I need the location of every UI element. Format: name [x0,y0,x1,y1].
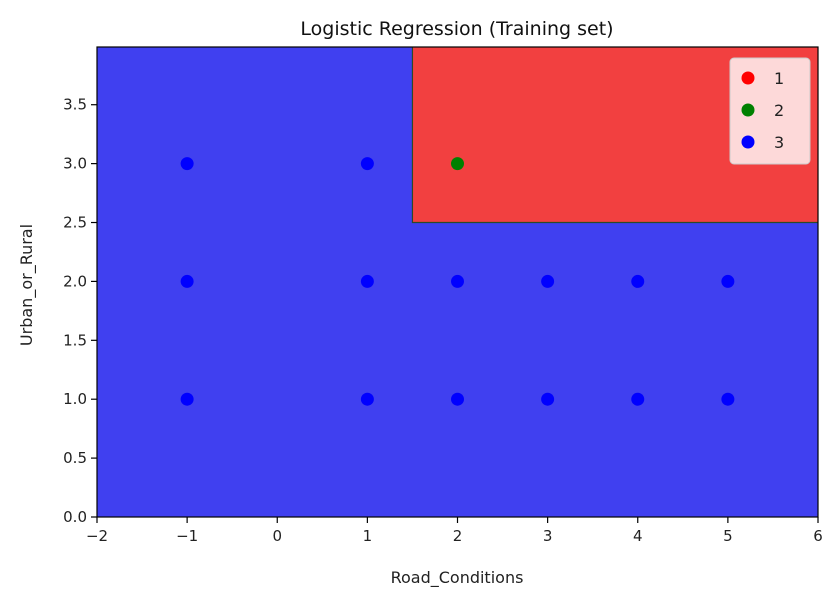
legend: 1 2 3 [729,57,811,165]
point-class-3 [631,274,645,288]
point-class-2 [451,157,464,171]
point-class-3 [360,274,374,288]
y-tick-label: 2.5 [63,214,87,232]
y-tick-label: 2.0 [63,272,87,290]
point-class-3 [180,392,194,406]
point-class-3 [541,392,555,406]
y-tick-label: 0.0 [63,508,87,526]
x-axis-label: Road_Conditions [391,568,524,588]
x-tick-label: 3 [543,527,553,545]
point-class-3 [180,274,194,288]
point-class-3 [360,392,374,406]
chart-title: Logistic Regression (Training set) [300,18,613,40]
x-tick-label: −1 [176,527,198,545]
point-class-3 [451,392,464,406]
y-axis-label: Urban_or_Rural [17,224,37,346]
legend-label-3: 3 [774,133,784,152]
y-tick-label: 3.0 [63,155,87,173]
y-tick-label: 0.5 [63,449,87,467]
legend-marker-3 [741,135,755,149]
x-tick-label: 4 [633,527,643,545]
legend-label-1: 1 [774,69,784,88]
point-class-3 [721,392,735,406]
legend-label-2: 2 [774,101,784,120]
legend-marker-1 [741,71,755,85]
point-class-3 [721,274,735,288]
decision-boundary [411,47,818,224]
point-class-3 [360,157,374,171]
x-tick-label: 0 [272,527,282,545]
x-tick-label: 5 [723,527,733,545]
plot-area: −2 −1 0 1 2 3 4 5 6 0.0 0.5 1.0 1.5 2.0 2.5 3.0 3.5 [63,46,823,545]
point-class-3 [541,274,555,288]
x-tick-label: 2 [453,527,463,545]
point-class-3 [631,392,645,406]
y-tick-label: 3.5 [63,96,87,114]
y-tick-label: 1.0 [63,390,87,408]
point-class-3 [180,157,194,171]
y-tick-label: 1.5 [63,331,87,349]
x-tick-label: 1 [363,527,373,545]
x-tick-label: −2 [86,527,108,545]
legend-marker-2 [741,103,755,117]
x-tick-label: 6 [813,527,823,545]
point-class-3 [451,274,464,288]
